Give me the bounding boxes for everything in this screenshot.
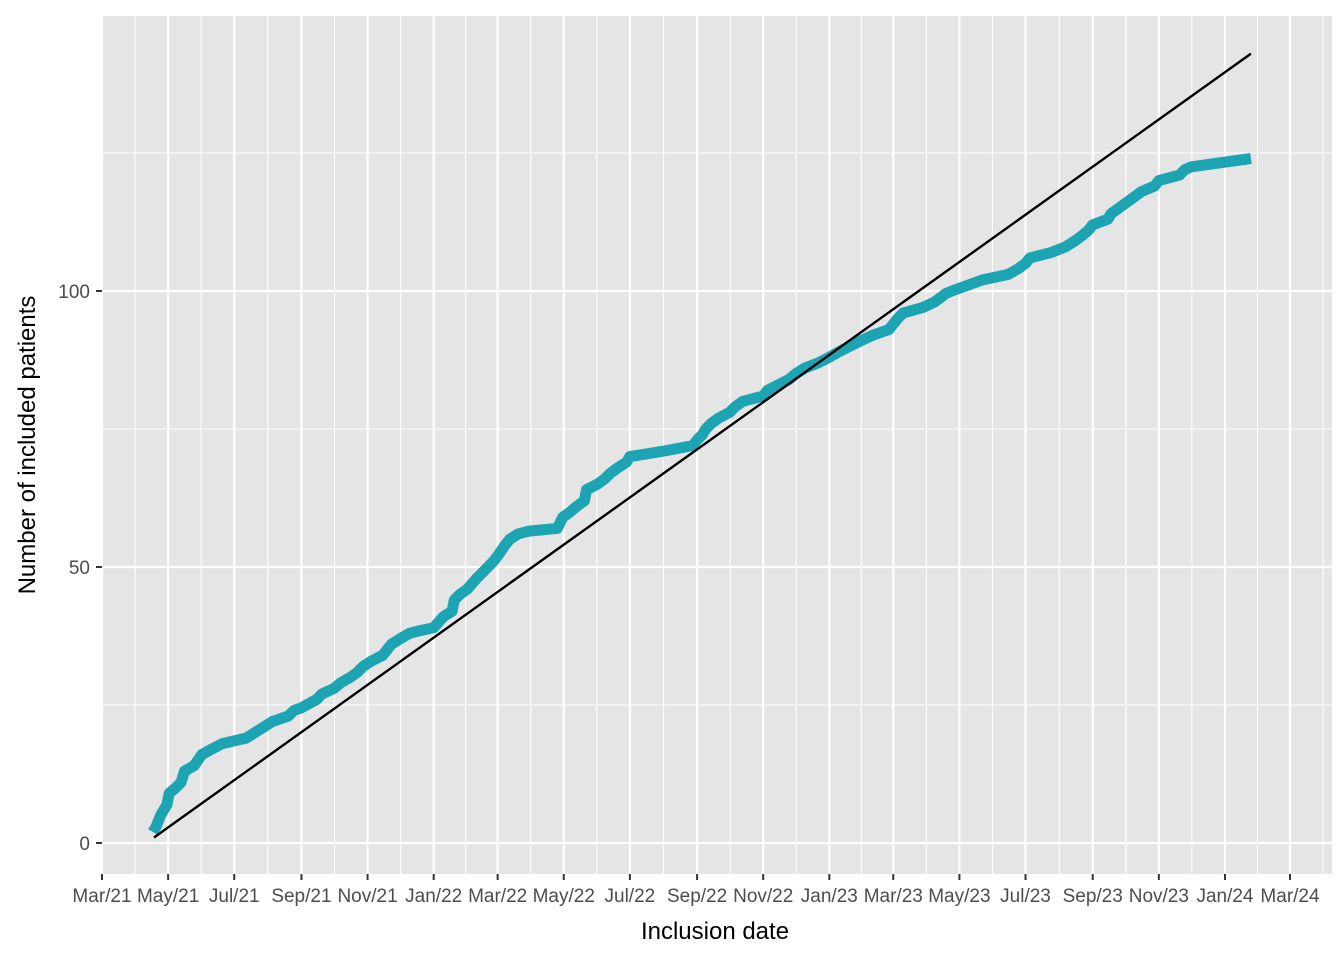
x-tick-label: Jul/21 bbox=[209, 886, 260, 907]
y-tick-label: 50 bbox=[69, 558, 90, 579]
x-tick-label: May/22 bbox=[533, 886, 595, 907]
x-tick-label: Mar/23 bbox=[864, 886, 923, 907]
x-tick-label: Jan/23 bbox=[801, 886, 858, 907]
major-gridlines bbox=[100, 16, 1332, 874]
minor-gridlines bbox=[102, 16, 1332, 874]
y-tick-label: 100 bbox=[58, 282, 90, 303]
x-tick-label: Mar/22 bbox=[468, 886, 527, 907]
x-tick-label: Sep/21 bbox=[271, 886, 331, 907]
x-tick-label: Sep/22 bbox=[667, 886, 727, 907]
x-tick-label: Nov/21 bbox=[337, 886, 397, 907]
y-tick-label: 0 bbox=[79, 834, 90, 855]
x-tick-label: Nov/22 bbox=[733, 886, 793, 907]
x-tick-label: Mar/24 bbox=[1260, 886, 1320, 907]
x-tick-label: Jul/23 bbox=[1000, 886, 1051, 907]
x-tick-label: Mar/21 bbox=[72, 886, 131, 907]
x-axis: Mar/21 May/21 Jul/21 Sep/21 Nov/21 Jan/22 Mar/… bbox=[72, 874, 1320, 907]
x-tick-label: May/21 bbox=[137, 886, 199, 907]
x-axis-title: Inclusion date bbox=[641, 918, 789, 945]
target-line bbox=[153, 52, 1252, 839]
x-tick-label: Jan/22 bbox=[405, 886, 462, 907]
x-tick-label: Nov/23 bbox=[1129, 886, 1189, 907]
y-axis: 0 50 100 bbox=[58, 282, 102, 855]
x-tick-label: May/23 bbox=[928, 886, 990, 907]
x-tick-label: Jul/22 bbox=[605, 886, 656, 907]
x-tick-label: Sep/23 bbox=[1063, 886, 1123, 907]
y-axis-title: Number of included patients bbox=[14, 296, 41, 595]
panel-background bbox=[102, 16, 1332, 874]
data-lines bbox=[148, 52, 1252, 839]
x-tick-label: Jan/24 bbox=[1196, 886, 1253, 907]
cumulative-patients-line bbox=[148, 153, 1252, 835]
